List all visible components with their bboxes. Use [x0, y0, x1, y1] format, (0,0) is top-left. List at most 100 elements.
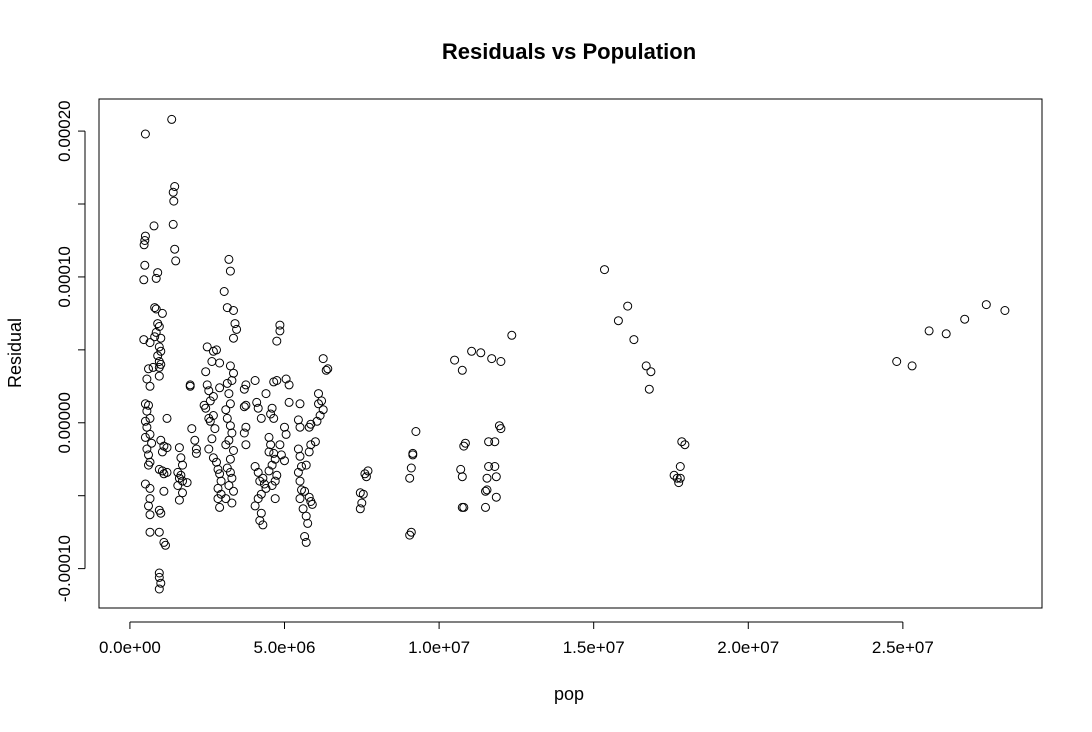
data-point	[145, 483, 155, 493]
data-point	[280, 422, 289, 432]
data-point	[457, 365, 467, 375]
x-tick-label: 5.0e+06	[254, 638, 316, 657]
data-point	[204, 444, 214, 454]
data-point	[140, 432, 150, 442]
data-point	[677, 437, 687, 447]
data-point	[295, 494, 305, 504]
data-point	[145, 413, 155, 423]
data-point	[178, 488, 187, 498]
data-point	[227, 376, 237, 385]
data-point	[459, 502, 469, 512]
data-point	[222, 413, 232, 423]
data-point	[450, 355, 460, 365]
data-point	[229, 368, 238, 378]
data-point	[229, 333, 238, 343]
data-point	[239, 384, 249, 394]
data-point	[459, 441, 469, 451]
data-point	[219, 287, 229, 296]
data-point	[169, 196, 179, 206]
data-point	[202, 342, 212, 352]
data-point	[161, 540, 170, 550]
data-point	[227, 473, 237, 483]
data-point	[481, 486, 490, 496]
data-point	[201, 403, 211, 413]
data-point	[212, 457, 221, 467]
data-point	[301, 537, 311, 547]
data-point	[224, 481, 234, 490]
data-point	[140, 231, 150, 241]
data-point	[168, 187, 178, 197]
data-point	[221, 405, 231, 415]
data-point	[229, 306, 238, 315]
data-point	[301, 511, 311, 521]
data-point	[490, 462, 500, 471]
data-point	[139, 275, 149, 285]
data-point	[151, 273, 161, 283]
x-axis: 0.0e+00 5.0e+06 1.0e+07 1.5e+07 2.0e+07 2.5e+…	[99, 621, 934, 657]
data-point	[264, 447, 274, 457]
data-point	[212, 345, 221, 355]
data-point	[139, 240, 149, 250]
data-point	[156, 508, 166, 518]
data-point	[154, 322, 164, 331]
data-point	[295, 422, 305, 432]
data-point	[225, 467, 235, 477]
x-tick-label: 1.5e+07	[563, 638, 625, 657]
data-point	[225, 399, 235, 409]
data-point	[253, 494, 263, 504]
data-point	[253, 403, 263, 413]
data-point	[250, 462, 260, 471]
data-point	[355, 504, 365, 514]
data-point	[261, 389, 271, 399]
data-point	[144, 460, 153, 470]
data-point	[144, 501, 153, 511]
data-point	[142, 444, 152, 454]
data-point	[140, 236, 150, 245]
data-point	[151, 327, 161, 337]
data-point	[303, 518, 313, 528]
data-point	[281, 374, 291, 384]
data-point	[153, 268, 163, 278]
data-point	[267, 403, 277, 413]
data-point	[224, 389, 234, 399]
data-point	[256, 413, 266, 423]
data-point	[457, 472, 467, 482]
data-point	[252, 397, 262, 407]
data-point	[142, 406, 152, 416]
data-point	[484, 437, 494, 447]
data-point	[482, 473, 492, 483]
data-point	[215, 469, 225, 479]
data-point	[232, 324, 242, 334]
data-point	[312, 416, 322, 426]
data-point	[295, 476, 305, 486]
data-point	[363, 466, 373, 476]
data-point	[162, 413, 172, 423]
data-point	[225, 454, 235, 464]
data-point	[229, 446, 238, 455]
data-point	[157, 447, 167, 457]
data-point	[207, 357, 217, 366]
data-point	[145, 494, 155, 504]
data-point	[484, 462, 494, 471]
data-point	[357, 498, 367, 508]
data-point	[275, 326, 285, 336]
data-point	[496, 357, 506, 366]
data-point	[301, 460, 311, 470]
data-point	[154, 527, 164, 537]
data-point	[476, 348, 486, 358]
data-point	[213, 483, 223, 493]
data-point	[162, 467, 172, 477]
data-point	[490, 437, 500, 447]
data-point	[293, 467, 303, 477]
data-point	[225, 266, 235, 276]
data-point	[680, 440, 690, 450]
data-point	[191, 448, 201, 458]
data-point	[154, 572, 164, 582]
data-point	[259, 479, 269, 489]
data-point	[256, 508, 266, 518]
data-point	[310, 437, 320, 447]
data-point	[140, 479, 150, 489]
data-point	[269, 377, 279, 387]
data-point	[216, 476, 226, 486]
data-point	[496, 424, 506, 434]
